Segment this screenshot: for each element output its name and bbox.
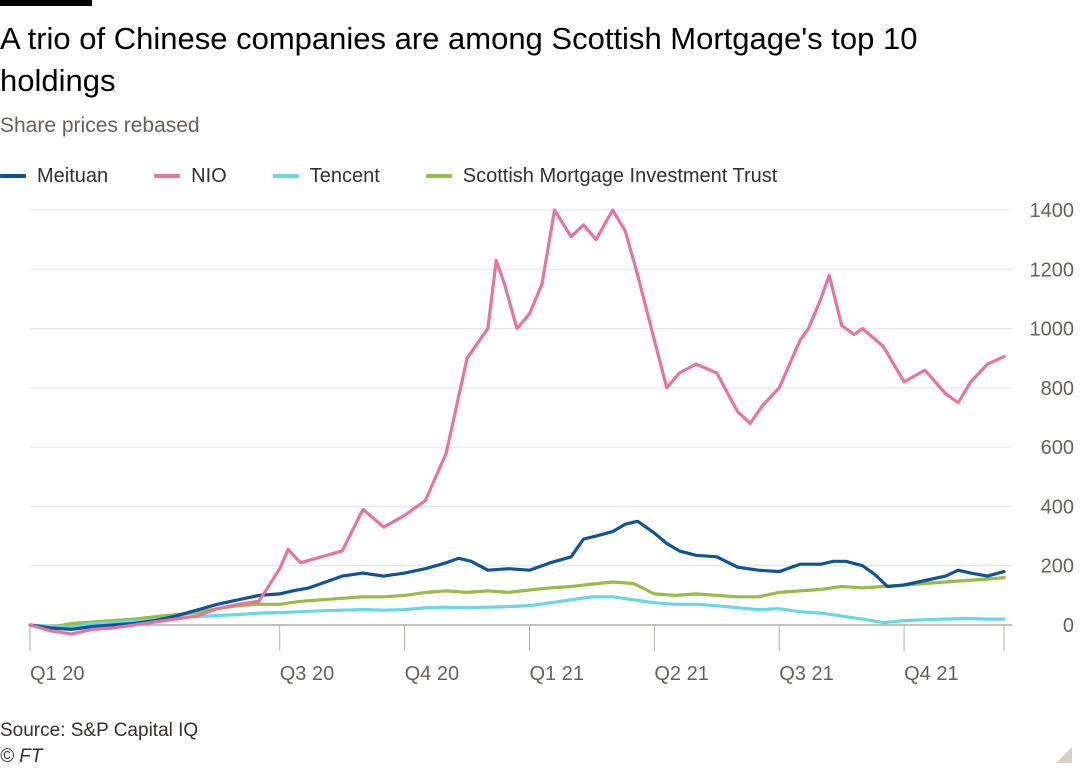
legend-item-nio: NIO — [154, 165, 227, 188]
y-tick-label: 0 — [1063, 615, 1074, 637]
series-line-nio — [28, 208, 1006, 636]
y-tick-label: 800 — [1041, 378, 1074, 400]
x-tick-label: Q4 20 — [405, 663, 459, 685]
y-tick-label: 1000 — [1030, 319, 1075, 341]
legend-swatch — [0, 174, 26, 178]
x-tick-label: Q2 21 — [654, 663, 708, 685]
legend-swatch — [425, 174, 452, 178]
x-tick-label: Q1 20 — [30, 663, 84, 685]
legend-label: Tencent — [309, 164, 380, 187]
y-tick-label: 200 — [1041, 556, 1074, 578]
copyright-note: © FT — [0, 746, 43, 767]
chart-title: A trio of Chinese companies are among Sc… — [0, 21, 918, 98]
y-tick-label: 1400 — [1030, 200, 1075, 222]
x-tick-label: Q3 20 — [280, 663, 334, 685]
series-line-scottish-mortgage-investment-trust — [28, 576, 1006, 629]
legend-item-tencent: Tencent — [272, 164, 380, 188]
brand-top-bar — [0, 0, 92, 6]
line-chart: 0 200 400 600 800 1000 1200 1400 Q1 20 Q3 20 Q4 20… — [28, 200, 1075, 685]
chart-subtitle: Share prices rebased — [0, 114, 200, 137]
legend-swatch — [272, 174, 299, 178]
legend-label: Meituan — [37, 164, 109, 187]
y-tick-label: 1200 — [1030, 259, 1075, 281]
chart-legend: Meituan NIO Tencent Scottish Mortgage Inves… — [0, 162, 823, 190]
legend-swatch — [154, 174, 181, 178]
x-tick-label: Q1 21 — [529, 663, 583, 685]
source-note: Source: S&P Capital IQ — [0, 720, 199, 741]
legend-label: Scottish Mortgage Investment Trust — [462, 164, 778, 187]
legend-item-scottish-mortgage-investment-trust: Scottish Mortgage Investment Trust — [425, 164, 778, 188]
series-line-tencent — [28, 595, 1006, 629]
series-line-meituan — [28, 519, 1006, 631]
x-tick-label: Q4 21 — [904, 663, 958, 685]
corner-resize-icon — [1056, 747, 1072, 763]
y-tick-label: 400 — [1041, 496, 1074, 518]
legend-item-meituan: Meituan — [0, 165, 108, 188]
legend-label: NIO — [191, 164, 227, 187]
y-tick-label: 600 — [1041, 437, 1074, 459]
x-tick-label: Q3 21 — [779, 663, 833, 685]
